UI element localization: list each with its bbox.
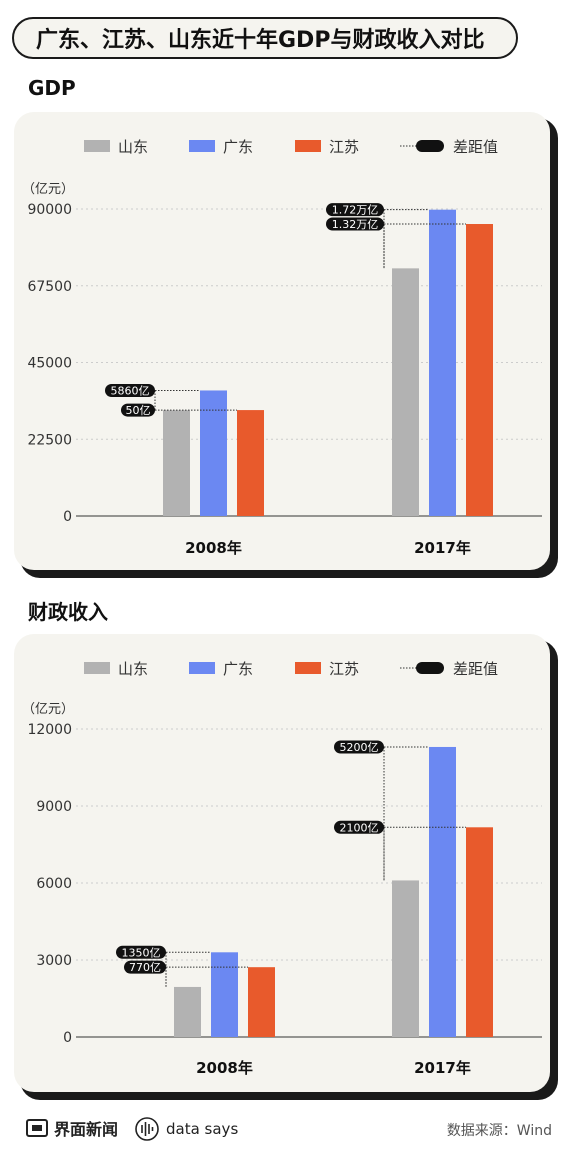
gdp-bar-江苏-1 xyxy=(466,224,493,516)
gdp-ytick-1: 22500 xyxy=(27,432,72,448)
gdp-card xyxy=(14,112,550,570)
revenue-gap-pill-3 xyxy=(334,820,384,834)
revenue-legend-label-2: 江苏 xyxy=(329,660,359,678)
revenue-ytick-1: 3000 xyxy=(36,953,72,969)
gdp-section-title: GDP xyxy=(28,76,76,100)
revenue-bar-广东-0 xyxy=(211,952,238,1037)
revenue-category-label-0: 2008年 xyxy=(196,1059,253,1077)
revenue-gap-pill-1 xyxy=(124,960,166,974)
revenue-ytick-3: 9000 xyxy=(36,799,72,815)
gdp-ytick-3: 67500 xyxy=(27,279,72,295)
revenue-gap-pill-2 xyxy=(334,740,384,754)
gdp-gap-pill-2 xyxy=(326,203,384,217)
gdp-bar-广东-1 xyxy=(429,209,456,516)
revenue-bar-山东-0 xyxy=(174,986,201,1037)
brand-datasays: data says xyxy=(134,1116,238,1142)
gdp-bar-广东-0 xyxy=(200,390,227,516)
revenue-section-title: 财政收入 xyxy=(28,600,108,624)
page-title: 广东、江苏、山东近十年GDP与财政收入对比 xyxy=(12,17,518,59)
gdp-legend-swatch-2 xyxy=(295,140,321,152)
revenue-bar-江苏-1 xyxy=(466,827,493,1037)
gdp-gap-label-2: 1.72万亿 xyxy=(332,204,379,217)
gdp-legend-label-3: 差距值 xyxy=(453,138,498,156)
gdp-gap-label-0: 5860亿 xyxy=(111,384,150,397)
gdp-unit-label: （亿元） xyxy=(22,182,74,197)
revenue-legend-label-0: 山东 xyxy=(118,660,148,678)
revenue-card xyxy=(14,634,550,1092)
revenue-legend-label-1: 广东 xyxy=(223,660,253,678)
gdp-legend-label-1: 广东 xyxy=(223,138,253,156)
datasays-logo-icon xyxy=(135,1117,159,1141)
revenue-gap-label-0: 1350亿 xyxy=(122,946,161,959)
brand-datasays-label: data says xyxy=(166,1120,239,1138)
revenue-category-label-1: 2017年 xyxy=(414,1059,471,1077)
gdp-legend-swatch-0 xyxy=(84,140,110,152)
brand-jiemian-label: 界面新闻 xyxy=(54,1120,119,1139)
revenue-gap-label-3: 2100亿 xyxy=(340,821,379,834)
revenue-bar-江苏-0 xyxy=(248,967,275,1037)
gdp-bar-山东-1 xyxy=(392,268,419,516)
revenue-ytick-2: 6000 xyxy=(36,876,72,892)
gdp-gap-label-3: 1.32万亿 xyxy=(332,218,379,231)
gdp-legend-gap-swatch xyxy=(416,140,444,152)
data-source: 数据来源：Wind xyxy=(446,1123,552,1139)
revenue-bar-山东-1 xyxy=(392,880,419,1037)
revenue-legend-label-3: 差距值 xyxy=(453,660,498,678)
gdp-ytick-0: 0 xyxy=(63,509,72,525)
revenue-ytick-4: 12000 xyxy=(27,722,72,738)
gdp-bar-江苏-0 xyxy=(237,410,264,516)
revenue-gap-label-2: 5200亿 xyxy=(340,741,379,754)
revenue-gap-pill-0 xyxy=(116,945,166,959)
revenue-legend-swatch-1 xyxy=(189,662,215,674)
brand-jiemian: 界面新闻 xyxy=(26,1116,118,1140)
jiemian-logo-icon xyxy=(26,1119,48,1137)
gdp-bar-山东-0 xyxy=(163,410,190,516)
gdp-legend-label-2: 江苏 xyxy=(329,138,359,156)
revenue-bar-广东-1 xyxy=(429,746,456,1037)
gdp-ytick-2: 45000 xyxy=(27,356,72,372)
revenue-legend-swatch-0 xyxy=(84,662,110,674)
revenue-unit-label: （亿元） xyxy=(22,702,74,717)
gdp-category-label-0: 2008年 xyxy=(185,539,242,557)
gdp-category-label-1: 2017年 xyxy=(414,539,471,557)
gdp-gap-label-1: 50亿 xyxy=(126,404,151,417)
revenue-legend-gap-swatch xyxy=(416,662,444,674)
gdp-legend-label-0: 山东 xyxy=(118,138,148,156)
gdp-gap-pill-1 xyxy=(121,403,155,417)
revenue-legend-swatch-2 xyxy=(295,662,321,674)
gdp-gap-pill-0 xyxy=(105,383,155,397)
gdp-ytick-4: 90000 xyxy=(27,202,72,218)
revenue-gap-label-1: 770亿 xyxy=(129,961,161,974)
gdp-legend-swatch-1 xyxy=(189,140,215,152)
revenue-ytick-0: 0 xyxy=(63,1030,72,1046)
gdp-gap-pill-3 xyxy=(326,217,384,231)
